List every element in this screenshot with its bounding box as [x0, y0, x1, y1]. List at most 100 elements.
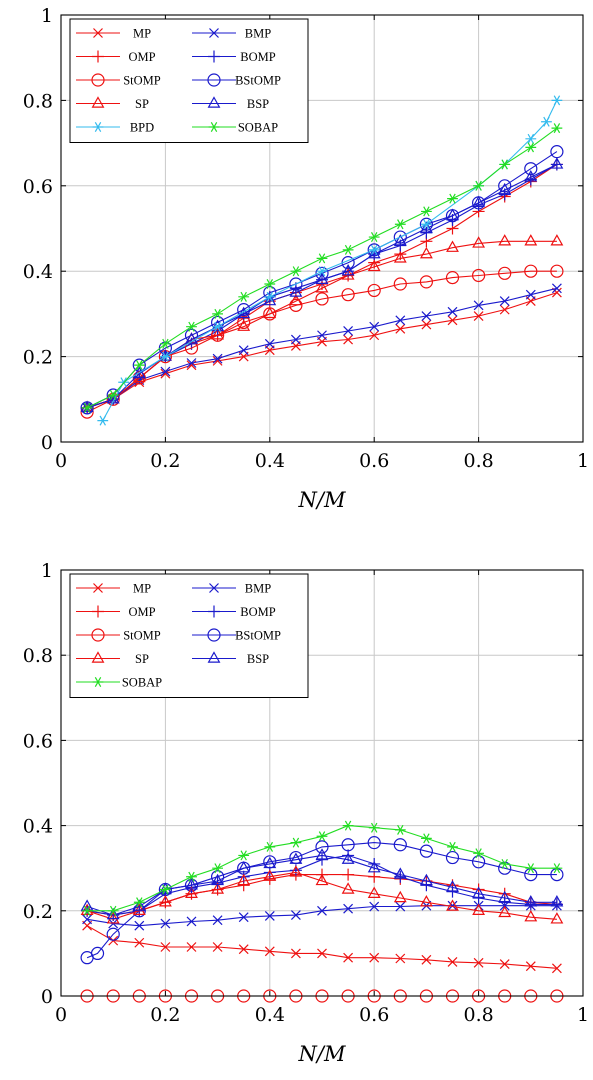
- data-point-bsp: [132, 899, 146, 911]
- legend: MP BMP OMP BOMP StOMP BStOMP SP BSP BPD SOBAP: [69, 18, 309, 143]
- legend-label: BSP: [247, 97, 269, 111]
- data-point-bsp: [393, 234, 407, 246]
- legend-marker-omp: [92, 50, 104, 63]
- legend-label: SP: [135, 652, 149, 666]
- data-point-bsp: [106, 907, 120, 920]
- data-point-sobap: [160, 884, 171, 895]
- data-point-sp: [419, 895, 433, 907]
- legend-item-bmp: BMP: [192, 27, 271, 41]
- data-point-bpd: [316, 266, 328, 277]
- data-point-bsp: [524, 170, 538, 182]
- legend-marker-sobap: [208, 122, 220, 132]
- data-point-sp: [367, 886, 381, 898]
- data-point-sobap: [212, 863, 223, 874]
- legend-label: BStOMP: [235, 74, 281, 88]
- data-point-bmp: [395, 315, 406, 326]
- data-point-bmp: [264, 338, 275, 349]
- data-point-sp: [446, 899, 459, 911]
- series-line-bmp: [86, 287, 558, 409]
- data-point-sp: [158, 895, 172, 907]
- data-point-sp: [237, 873, 251, 886]
- data-point-mp: [264, 946, 275, 957]
- data-point-sobap: [473, 848, 484, 859]
- data-point-sobap: [264, 841, 276, 852]
- legend-item-sp: SP: [76, 651, 149, 666]
- y-tick-label: 1: [41, 5, 53, 27]
- data-point-bsp: [315, 272, 329, 284]
- data-point-bmp: [160, 918, 171, 929]
- data-point-bsp: [419, 873, 433, 886]
- data-point-bmp: [186, 916, 197, 927]
- data-point-sp: [315, 873, 329, 886]
- x-tick-label: 1: [577, 450, 589, 472]
- data-point-bmp: [82, 914, 93, 925]
- data-point-sp: [446, 240, 459, 252]
- data-point-sobap: [342, 820, 354, 831]
- data-point-sp: [237, 319, 251, 331]
- y-tick-label: 0.6: [23, 176, 53, 198]
- data-point-bpd: [525, 133, 537, 144]
- legend-item-omp: OMP: [76, 605, 156, 619]
- chart-panel-2: 0 0.2 0.4 0.6 0.8 1 0 0.2 0.4 0.6 0.8 1 N/M MP BMP OMP B…: [23, 560, 589, 1066]
- series-line-bpd: [102, 100, 558, 421]
- x-tick-label: 0.8: [463, 450, 493, 472]
- data-point-mp: [238, 944, 249, 955]
- y-tick-label: 0.4: [23, 261, 53, 283]
- x-axis-label: N/M: [298, 488, 346, 512]
- data-point-sobap: [81, 402, 93, 413]
- data-point-sobap: [447, 841, 458, 852]
- data-point-bstomp: [289, 277, 303, 291]
- legend-item-bstomp: BStOMP: [192, 73, 281, 88]
- data-point-bmp: [212, 915, 223, 926]
- legend-item-sobap: SOBAP: [192, 121, 278, 135]
- series-sp: [80, 234, 564, 413]
- legend-item-mp: MP: [76, 582, 151, 596]
- data-point-sobap: [447, 193, 458, 204]
- data-point-sobap: [368, 232, 380, 243]
- data-point-bstomp: [524, 162, 538, 176]
- data-point-bsp: [106, 392, 120, 404]
- data-point-stomp: [498, 266, 512, 280]
- data-point-bmp: [186, 358, 197, 368]
- plot-frame: [60, 569, 584, 997]
- legend-marker-sp: [91, 651, 105, 663]
- data-point-sobap: [290, 266, 302, 277]
- y-tick-label: 0.8: [23, 645, 53, 667]
- data-point-bstomp: [367, 243, 381, 257]
- data-point-sobap: [186, 871, 197, 882]
- data-point-bsp: [472, 195, 486, 208]
- data-point-bmp: [499, 296, 510, 307]
- data-point-sp: [472, 903, 486, 915]
- data-point-bsp: [498, 890, 512, 903]
- series-bsp: [80, 157, 564, 413]
- data-point-stomp: [393, 277, 407, 291]
- data-point-sobap: [499, 159, 511, 170]
- data-point-sobap: [133, 360, 145, 371]
- legend-label: StOMP: [123, 629, 161, 643]
- x-axis-label: N/M: [298, 1042, 346, 1066]
- legend-item-bsp: BSP: [192, 651, 269, 666]
- legend-item-omp: OMP: [76, 50, 156, 64]
- legend-marker-bmp: [209, 28, 219, 38]
- data-point-bstomp: [237, 303, 251, 317]
- data-point-sp: [419, 246, 433, 259]
- axes: 0 0.2 0.4 0.6 0.8 1 0 0.2 0.4 0.6 0.8 1 N/M: [23, 5, 589, 512]
- data-point-sobap: [316, 831, 328, 842]
- data-point-bmp: [343, 903, 354, 914]
- data-point-sobap: [421, 833, 432, 844]
- legend-marker-sp: [91, 96, 105, 108]
- data-point-sobap: [160, 338, 171, 349]
- data-point-stomp: [419, 275, 433, 289]
- legend-box: [69, 573, 309, 698]
- series-line-sobap: [87, 825, 557, 912]
- data-point-bmp: [447, 306, 458, 317]
- data-point-mp: [160, 942, 171, 952]
- data-point-bpd: [551, 95, 563, 106]
- data-point-sp: [498, 234, 512, 246]
- data-point-bsp: [289, 285, 303, 297]
- data-point-stomp: [341, 288, 355, 302]
- legend-item-bomp: BOMP: [192, 50, 276, 64]
- data-point-bstomp: [393, 230, 407, 244]
- data-point-bsp: [367, 246, 381, 259]
